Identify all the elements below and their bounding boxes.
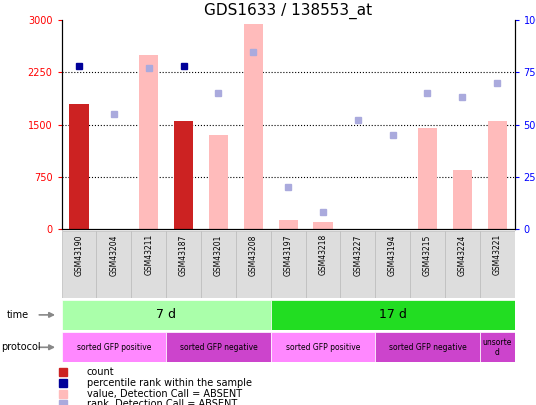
Text: GSM43194: GSM43194: [388, 234, 397, 276]
Bar: [209, 135, 228, 229]
Bar: [480, 231, 515, 298]
Bar: [453, 170, 472, 229]
Text: protocol: protocol: [1, 342, 41, 352]
Bar: [201, 231, 236, 298]
Text: GSM43227: GSM43227: [353, 234, 362, 275]
Bar: [418, 128, 437, 229]
Text: sorted GFP positive: sorted GFP positive: [286, 343, 360, 352]
Text: GSM43190: GSM43190: [75, 234, 84, 276]
Text: time: time: [6, 310, 28, 320]
Bar: [174, 121, 193, 229]
Text: GSM43204: GSM43204: [109, 234, 118, 276]
Bar: [375, 231, 410, 298]
Text: GSM43221: GSM43221: [493, 234, 502, 275]
Text: GSM43224: GSM43224: [458, 234, 467, 275]
Bar: [244, 24, 263, 229]
Bar: [166, 332, 271, 362]
Text: 7 d: 7 d: [156, 308, 176, 322]
Bar: [271, 300, 515, 330]
Text: GSM43201: GSM43201: [214, 234, 223, 275]
Bar: [445, 231, 480, 298]
Text: 17 d: 17 d: [378, 308, 407, 322]
Bar: [62, 332, 166, 362]
Text: count: count: [87, 367, 115, 377]
Text: GSM43215: GSM43215: [423, 234, 432, 275]
Text: unsorte
d: unsorte d: [482, 338, 512, 357]
Bar: [139, 55, 158, 229]
Bar: [62, 231, 96, 298]
Bar: [271, 231, 306, 298]
Text: GSM43218: GSM43218: [318, 234, 327, 275]
Bar: [279, 220, 297, 229]
Text: GSM43208: GSM43208: [249, 234, 258, 275]
Text: GSM43197: GSM43197: [284, 234, 293, 276]
Bar: [410, 231, 445, 298]
Bar: [488, 121, 507, 229]
Bar: [340, 231, 375, 298]
Title: GDS1633 / 138553_at: GDS1633 / 138553_at: [204, 3, 372, 19]
Bar: [166, 231, 201, 298]
Text: sorted GFP positive: sorted GFP positive: [77, 343, 151, 352]
Bar: [70, 104, 88, 229]
Text: percentile rank within the sample: percentile rank within the sample: [87, 378, 252, 388]
Text: sorted GFP negative: sorted GFP negative: [180, 343, 257, 352]
Bar: [96, 231, 131, 298]
Bar: [375, 332, 480, 362]
Text: value, Detection Call = ABSENT: value, Detection Call = ABSENT: [87, 389, 242, 399]
Bar: [62, 300, 271, 330]
Bar: [480, 332, 515, 362]
Text: GSM43187: GSM43187: [179, 234, 188, 275]
Bar: [306, 231, 340, 298]
Bar: [236, 231, 271, 298]
Bar: [271, 332, 375, 362]
Text: GSM43211: GSM43211: [144, 234, 153, 275]
Bar: [131, 231, 166, 298]
Bar: [314, 222, 332, 229]
Text: rank, Detection Call = ABSENT: rank, Detection Call = ABSENT: [87, 399, 237, 405]
Text: sorted GFP negative: sorted GFP negative: [389, 343, 466, 352]
